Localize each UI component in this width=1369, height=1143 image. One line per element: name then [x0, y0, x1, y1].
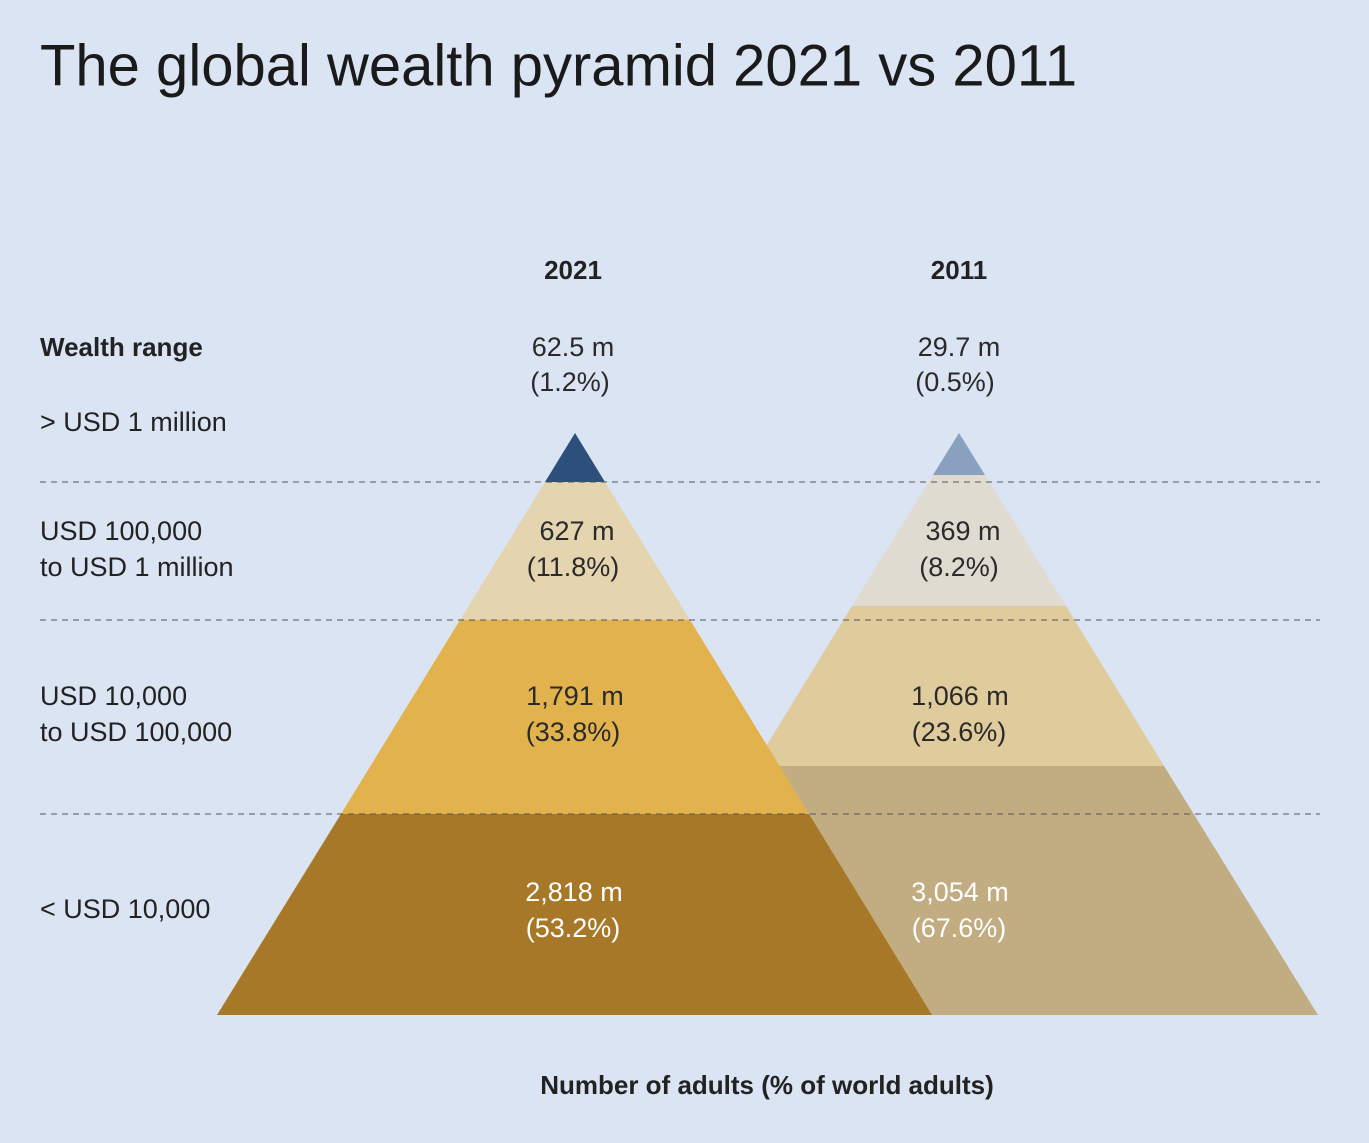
column-header: 2021 [544, 255, 602, 285]
footer: Number of adults (% of world adults) [540, 1070, 994, 1100]
value-label: 1,791 m [526, 681, 624, 711]
value-label: 1,066 m [911, 681, 1009, 711]
value-label: (67.6%) [912, 913, 1007, 943]
value-label: 62.5 m [532, 332, 615, 362]
range-label: > USD 1 million [40, 407, 227, 437]
value-label: (0.5%) [915, 367, 995, 397]
range-label: USD 100,000 [40, 516, 202, 546]
value-label: (1.2%) [530, 367, 610, 397]
pyramid-segment [754, 606, 1164, 766]
pyramid-segment [217, 814, 932, 1015]
value-label: 3,054 m [911, 877, 1009, 907]
range-label: to USD 100,000 [40, 717, 232, 747]
value-label: 627 m [539, 516, 614, 546]
pyramid-segment [933, 433, 985, 475]
pyramid-segment [341, 620, 809, 814]
pyramid-segment [545, 433, 605, 482]
range-label: < USD 10,000 [40, 894, 210, 924]
pyramid-segment [852, 475, 1066, 606]
pyramid-2021 [217, 433, 932, 1015]
pyramid-segment [460, 482, 690, 620]
column-header: 2011 [931, 255, 987, 285]
value-label: (23.6%) [912, 717, 1007, 747]
title: The global wealth pyramid 2021 vs 2011 [40, 33, 1077, 98]
value-label: (11.8%) [527, 552, 620, 582]
value-label: 369 m [925, 516, 1000, 546]
value-label: (33.8%) [526, 717, 621, 747]
range-label: USD 10,000 [40, 681, 187, 711]
value-label: (53.2%) [526, 913, 621, 943]
row-header: Wealth range [40, 332, 203, 362]
value-label: (8.2%) [919, 552, 999, 582]
value-label: 29.7 m [918, 332, 1001, 362]
value-label: 2,818 m [525, 877, 623, 907]
range-label: to USD 1 million [40, 552, 234, 582]
